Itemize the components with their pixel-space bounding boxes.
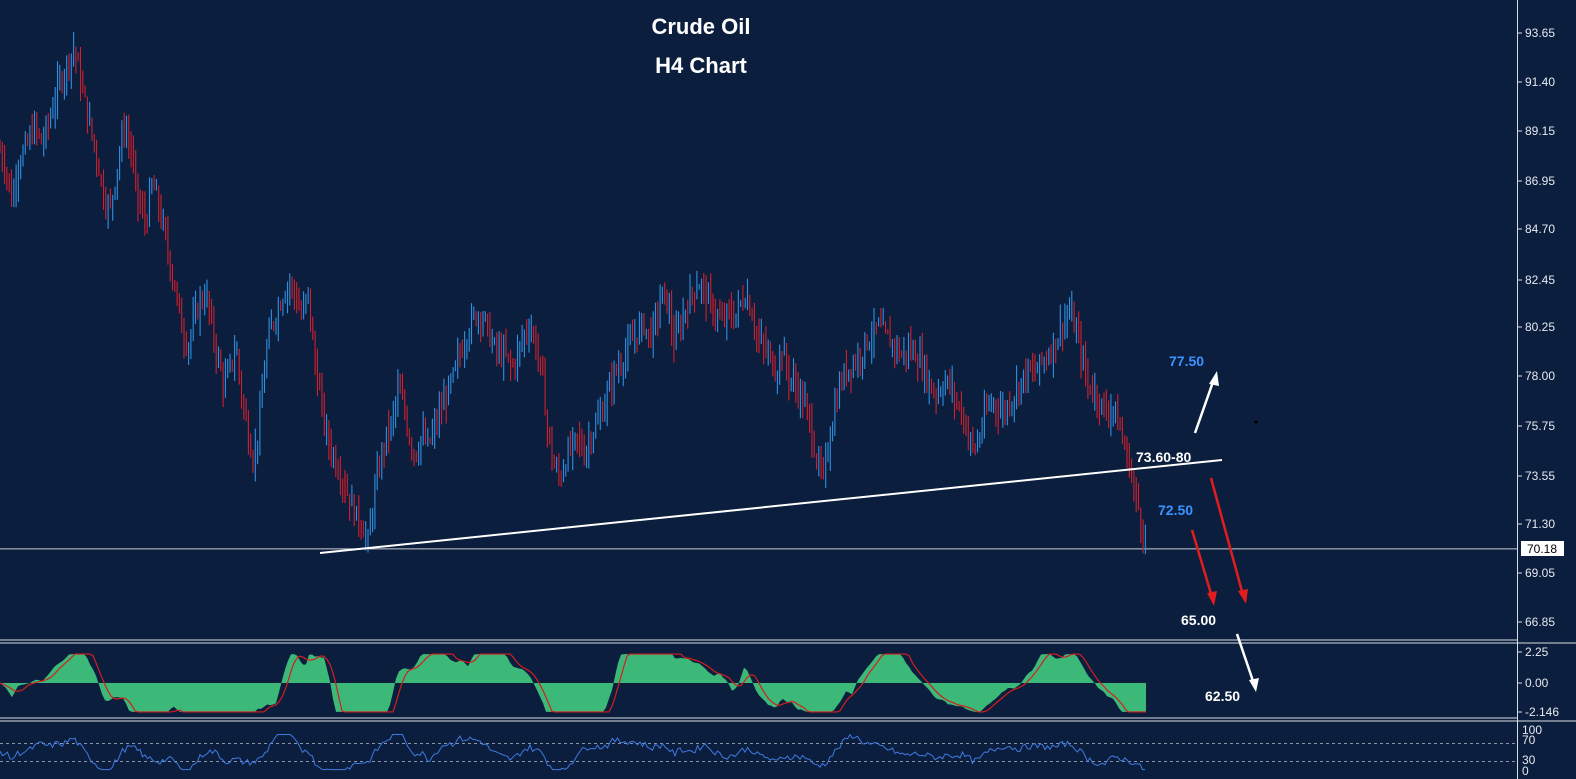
price-tick-label: 69.05 — [1525, 566, 1555, 580]
rsi-tick-label: 0 — [1522, 764, 1529, 778]
rsi-tick-label: 100 — [1522, 723, 1542, 737]
macd-histogram — [0, 654, 1146, 712]
target-down1-label: 65.00 — [1181, 612, 1216, 628]
dot-marker — [1254, 420, 1258, 424]
price-tick-label: 82.45 — [1525, 273, 1555, 287]
price-tick-label: 73.55 — [1525, 469, 1555, 483]
current-price-marker: 70.18 — [1521, 541, 1564, 556]
y-axis-ticks: 93.65 91.40 89.15 86.95 84.70 82.45 80.25 78.00… — [1517, 26, 1555, 629]
macd-tick-label: -2.146 — [1525, 705, 1559, 719]
chart-title: Crude Oil — [651, 14, 750, 39]
price-tick-label: 89.15 — [1525, 124, 1555, 138]
rsi-line — [0, 733, 1145, 771]
neckline-label: 73.60-80 — [1136, 449, 1191, 465]
arrow-down-3 — [1235, 633, 1259, 692]
price-tick-label: 84.70 — [1525, 222, 1555, 236]
arrow-down-1 — [1190, 529, 1217, 606]
chart-subtitle: H4 Chart — [655, 53, 747, 78]
current-price-value: 70.18 — [1527, 542, 1557, 556]
price-tick-label: 93.65 — [1525, 26, 1555, 40]
target-mid-label: 72.50 — [1158, 502, 1193, 518]
rsi-tick-label: 30 — [1522, 753, 1536, 767]
price-tick-label: 91.40 — [1525, 75, 1555, 89]
price-tick-label: 66.85 — [1525, 615, 1555, 629]
price-tick-label: 78.00 — [1525, 369, 1555, 383]
arrow-down-2 — [1209, 477, 1248, 604]
macd-signal-line — [0, 653, 1146, 713]
price-candles — [0, 31, 1146, 555]
price-tick-label: 75.75 — [1525, 419, 1555, 433]
price-tick-label: 80.25 — [1525, 320, 1555, 334]
rsi-tick-label: 70 — [1522, 733, 1536, 747]
macd-indicator: 2.25 0.00 -2.146 — [0, 645, 1559, 719]
target-down2-label: 62.50 — [1205, 688, 1240, 704]
price-tick-label: 71.30 — [1525, 517, 1555, 531]
macd-tick-label: 0.00 — [1525, 676, 1549, 690]
arrow-up — [1193, 371, 1219, 434]
target-up-label: 77.50 — [1169, 353, 1204, 369]
ascending-trendline — [319, 459, 1223, 554]
price-tick-label: 86.95 — [1525, 174, 1555, 188]
macd-tick-label: 2.25 — [1525, 645, 1549, 659]
